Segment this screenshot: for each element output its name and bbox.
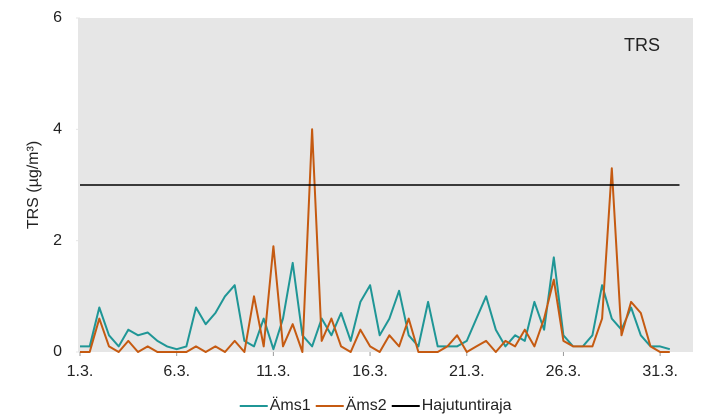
legend-label: Äms2 (346, 396, 387, 414)
x-tick-label: 21.3. (449, 363, 485, 380)
x-tick-label: 16.3. (352, 363, 388, 380)
x-tick-label: 11.3. (256, 363, 290, 380)
x-tick-label: 1.3. (67, 363, 94, 380)
y-tick-label: 4 (53, 121, 62, 138)
x-tick-label: 31.3. (642, 363, 678, 380)
x-tick-label: 6.3. (163, 363, 190, 380)
y-tick-label: 0 (53, 343, 62, 360)
legend-label: Äms1 (270, 396, 311, 414)
series-line (80, 128, 670, 353)
y-axis-label: TRS (µg/m³) (25, 141, 42, 229)
x-tick-label: 26.3. (546, 363, 582, 380)
y-tick-label: 2 (53, 232, 62, 249)
legend-label: Hajutuntiraja (422, 397, 512, 414)
annotation: TRS (624, 35, 660, 55)
y-tick-label: 6 (53, 9, 62, 26)
